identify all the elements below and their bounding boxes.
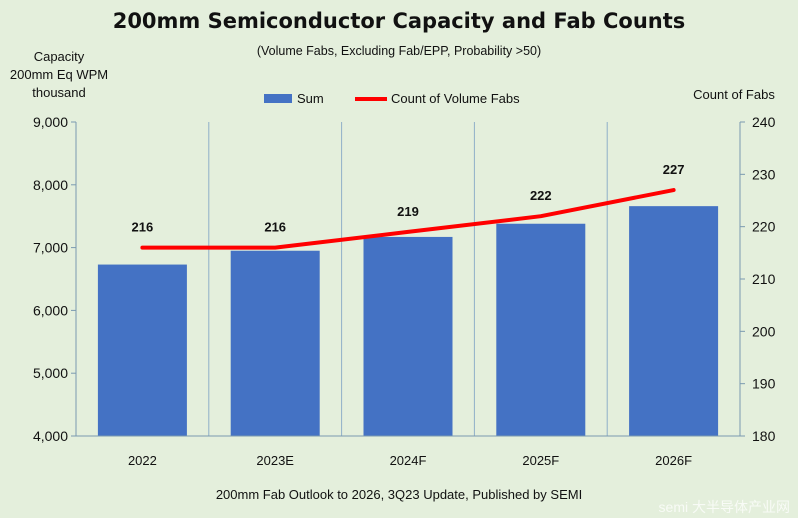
right-tick-label: 210 [752,271,776,287]
left-axis-label-line-1: Capacity [34,49,85,64]
data-label-2026f: 227 [663,162,685,177]
line-series [140,188,676,250]
legend-bar-swatch [264,94,292,103]
left-tick-label: 7,000 [33,240,68,256]
x-tick-label: 2023E [256,453,294,468]
left-tick-label: 6,000 [33,302,68,318]
legend-line-label: Count of Volume Fabs [391,91,520,106]
vertical-gridlines [208,122,608,436]
bar-2026f [629,206,719,436]
left-tick-label: 4,000 [33,428,68,444]
chart-subtitle: (Volume Fabs, Excluding Fab/EPP, Probabi… [257,44,541,58]
x-tick-label: 2024F [390,453,427,468]
data-label-2022: 216 [132,220,154,235]
right-axis-label: Count of Fabs [693,87,775,102]
left-tick-label: 5,000 [33,365,68,381]
x-tick-label: 2026F [655,453,692,468]
watermark: semi 大半导体产业网 [659,499,790,515]
footnote: 200mm Fab Outlook to 2026, 3Q23 Update, … [216,487,582,502]
bar-2023e [230,250,320,436]
right-tick-label: 180 [752,428,776,444]
chart-title: 200mm Semiconductor Capacity and Fab Cou… [113,9,686,33]
right-tick-label: 200 [752,323,776,339]
left-tick-label: 9,000 [33,114,68,130]
x-tick-label: 2022 [128,453,157,468]
data-label-2023e: 216 [264,220,286,235]
right-tick-label: 220 [752,219,776,235]
x-tick-label: 2025F [522,453,559,468]
legend: Sum Count of Volume Fabs [264,91,520,106]
bar-2025f [496,223,586,436]
left-axis-label-line-3: thousand [32,85,86,100]
right-tick-label: 190 [752,376,776,392]
fab-count-line [140,188,676,250]
bar-2022 [97,264,187,436]
right-tick-label: 230 [752,166,776,182]
bar-2024f [363,236,453,436]
tick-labels: 4,000 5,000 6,000 7,000 8,000 9,000 180 190 200 2… [33,114,776,468]
data-label-2025f: 222 [530,188,552,203]
data-labels: 216 216 219 222 227 [132,162,685,235]
left-axis-label-line-2: 200mm Eq WPM [10,67,108,82]
data-label-2024f: 219 [397,204,419,219]
right-tick-label: 240 [752,114,776,130]
bar-series [97,206,719,436]
left-tick-label: 8,000 [33,177,68,193]
legend-bar-label: Sum [297,91,324,106]
